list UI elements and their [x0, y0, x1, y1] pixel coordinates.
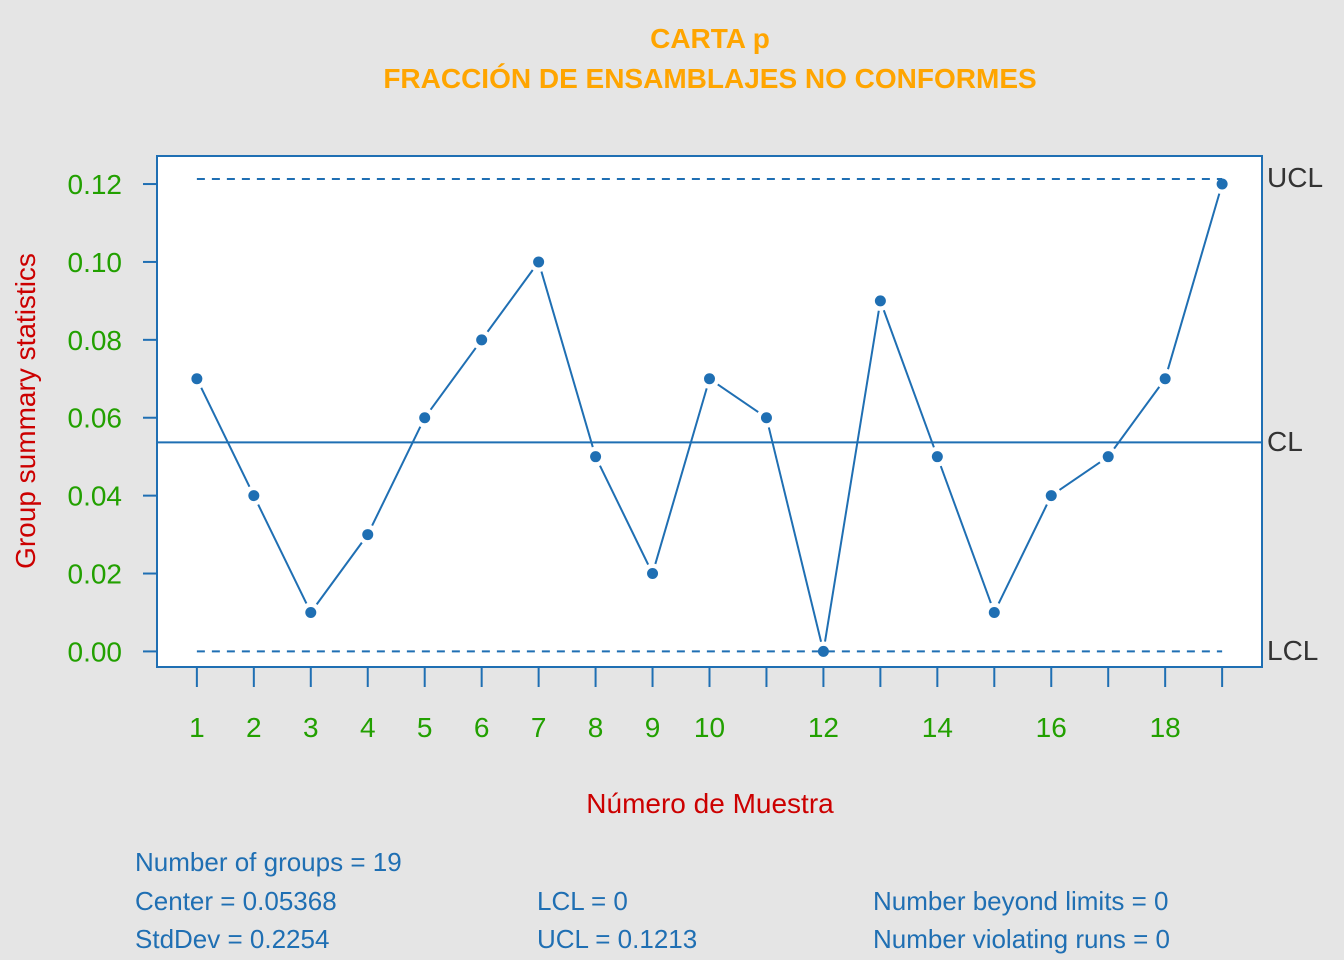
- x-axis: 1 2 3 4 5 6 7 8 9 10 12 14 16 18: [189, 667, 1224, 743]
- x-tick-label: 6: [474, 712, 490, 743]
- chart-title-line2: FRACCIÓN DE ENSAMBLAJES NO CONFORMES: [383, 63, 1036, 94]
- series-segment: [1167, 193, 1221, 370]
- x-tick-label: 5: [417, 712, 433, 743]
- x-tick-label: 3: [303, 712, 319, 743]
- x-tick-label: 7: [531, 712, 547, 743]
- data-point: [1159, 373, 1171, 385]
- y-axis-label: Group summary statistics: [10, 253, 41, 569]
- series-segment: [540, 271, 594, 448]
- data-point: [704, 373, 715, 385]
- data-point: [419, 412, 431, 424]
- series-segment: [257, 504, 308, 604]
- data-point: [590, 451, 602, 463]
- data-point: [533, 256, 545, 268]
- lcl-label: LCL: [1267, 635, 1318, 666]
- x-tick-label: 12: [808, 712, 839, 743]
- series-segment: [599, 465, 650, 565]
- data-point: [1102, 451, 1114, 463]
- series-segment: [717, 383, 759, 413]
- series-segment: [371, 426, 422, 527]
- series-segment: [429, 347, 477, 411]
- data-point: [817, 645, 829, 657]
- data-point: [191, 373, 203, 385]
- x-tick-label: 18: [1150, 712, 1181, 743]
- x-tick-label: 1: [189, 712, 205, 743]
- data-point: [874, 295, 886, 307]
- series-segment: [767, 427, 823, 642]
- stats-groups: Number of groups = 19: [135, 847, 402, 877]
- chart-title-line1: CARTA p: [650, 23, 770, 54]
- data-point: [647, 568, 659, 580]
- control-limits: [157, 177, 1262, 653]
- stats-violating-runs: Number violating runs = 0: [873, 924, 1170, 954]
- data-point: [931, 451, 943, 463]
- stats-lcl: LCL = 0: [537, 886, 628, 916]
- series-segment: [200, 387, 251, 488]
- ucl-label: UCL: [1267, 162, 1323, 193]
- data-point: [1045, 490, 1057, 502]
- y-tick-label: 0.02: [68, 559, 123, 590]
- series-segment: [882, 309, 935, 448]
- x-tick-label: 2: [246, 712, 262, 743]
- data-point: [988, 606, 1000, 618]
- data-point: [362, 529, 374, 541]
- series-segment: [824, 310, 880, 642]
- x-axis-label: Número de Muestra: [586, 788, 834, 819]
- series-segment: [939, 465, 992, 604]
- data-point: [760, 412, 772, 424]
- data-series: [191, 178, 1228, 657]
- x-tick-label: 9: [645, 712, 661, 743]
- stats-center: Center = 0.05368: [135, 886, 337, 916]
- series-segment: [654, 388, 708, 565]
- data-point: [1216, 178, 1228, 190]
- y-tick-label: 0.12: [68, 169, 123, 200]
- y-tick-label: 0.04: [68, 481, 123, 512]
- data-point: [248, 490, 260, 502]
- stats-beyond-limits: Number beyond limits = 0: [873, 886, 1169, 916]
- y-tick-label: 0.08: [68, 325, 123, 356]
- series-segment: [997, 504, 1048, 604]
- stats-stddev: StdDev = 0.2254: [135, 924, 329, 954]
- y-tick-label: 0.06: [68, 403, 123, 434]
- x-tick-label: 10: [694, 712, 725, 743]
- x-tick-label: 4: [360, 712, 376, 743]
- series-segment: [1058, 461, 1101, 491]
- data-point: [305, 606, 317, 618]
- x-tick-label: 16: [1036, 712, 1067, 743]
- plot-area: [156, 155, 1263, 668]
- y-tick-label: 0.00: [68, 636, 123, 667]
- x-tick-label: 8: [588, 712, 604, 743]
- series-segment: [1113, 386, 1161, 450]
- y-tick-label: 0.10: [68, 247, 123, 278]
- data-point: [476, 334, 488, 346]
- series-segment: [315, 542, 363, 605]
- stats-ucl: UCL = 0.1213: [537, 924, 697, 954]
- series-segment: [486, 269, 534, 333]
- cl-label: CL: [1267, 426, 1303, 457]
- x-tick-label: 14: [922, 712, 953, 743]
- y-axis: 0.00 0.02 0.04 0.06 0.08 0.10 0.12: [68, 169, 157, 667]
